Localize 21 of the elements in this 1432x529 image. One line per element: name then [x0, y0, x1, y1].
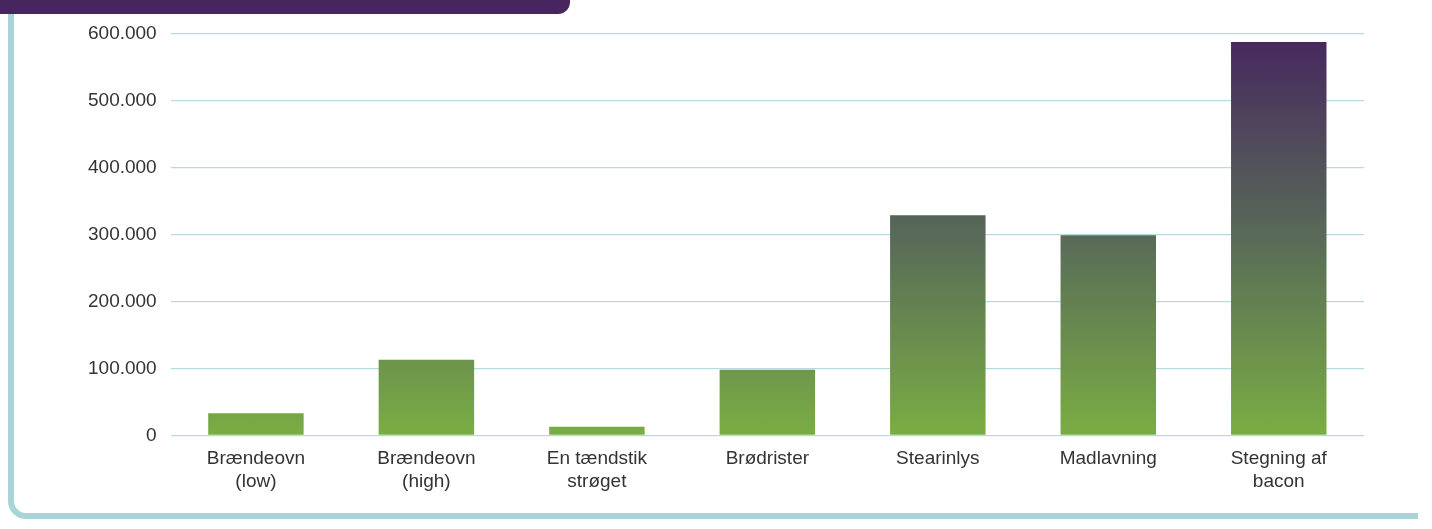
bar — [1231, 42, 1327, 435]
x-tick-label: Brødrister — [725, 447, 810, 469]
bar — [1060, 235, 1157, 435]
bar — [890, 215, 986, 435]
y-tick-label: 100.000 — [87, 356, 157, 378]
y-tick-label: 600.000 — [87, 22, 157, 44]
x-tick-label: Stegning af bacon — [1230, 447, 1328, 491]
bar — [378, 359, 475, 435]
bar — [208, 413, 304, 435]
x-tick-label: Brændeovn (low) — [206, 447, 306, 491]
y-tick-label: 200.000 — [87, 289, 157, 311]
bar — [719, 369, 816, 435]
y-tick-label: 400.000 — [87, 156, 157, 178]
x-tick-label: Madlavning — [1059, 447, 1157, 469]
y-tick-label: 500.000 — [87, 89, 157, 111]
y-tick-label: 0 — [146, 423, 157, 445]
x-tick-label: Stearinlys — [896, 447, 980, 469]
x-tick-label: En tændstik strøget — [546, 447, 648, 491]
bar — [549, 426, 645, 435]
y-tick-label: 300.000 — [87, 222, 157, 244]
x-tick-label: Brændeovn (high) — [377, 447, 476, 491]
